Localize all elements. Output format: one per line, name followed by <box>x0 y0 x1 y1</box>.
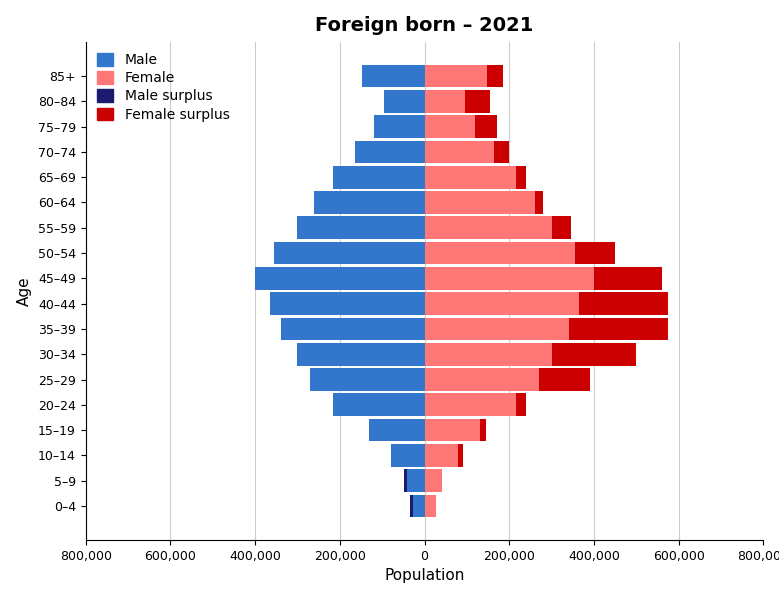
Bar <box>425 317 569 340</box>
Bar <box>425 292 579 315</box>
Bar <box>425 242 575 265</box>
Bar <box>315 191 425 214</box>
Bar <box>404 469 407 492</box>
Bar <box>274 242 425 265</box>
Bar <box>425 494 436 517</box>
Bar <box>425 65 487 88</box>
Bar <box>390 444 425 467</box>
Bar <box>579 292 668 315</box>
Bar <box>575 242 615 265</box>
Bar <box>516 166 527 188</box>
Bar <box>410 494 413 517</box>
Bar <box>425 267 594 290</box>
Bar <box>270 292 425 315</box>
Bar <box>384 90 425 113</box>
Bar <box>425 469 442 492</box>
Bar <box>374 115 425 138</box>
Bar <box>516 394 527 416</box>
Bar <box>458 444 463 467</box>
Bar <box>425 166 516 188</box>
Bar <box>534 191 543 214</box>
Bar <box>425 394 516 416</box>
Bar <box>552 217 571 239</box>
Bar <box>280 317 425 340</box>
Title: Foreign born – 2021: Foreign born – 2021 <box>315 16 534 35</box>
Bar <box>354 140 425 163</box>
Legend: Male, Female, Male surplus, Female surplus: Male, Female, Male surplus, Female surpl… <box>93 49 234 126</box>
Bar <box>475 115 496 138</box>
Bar <box>495 140 509 163</box>
Bar <box>569 317 668 340</box>
Bar <box>594 267 662 290</box>
Bar <box>425 419 480 442</box>
Bar <box>425 115 475 138</box>
Bar <box>369 419 425 442</box>
Bar <box>298 343 425 365</box>
Bar <box>333 166 425 188</box>
Bar <box>425 217 552 239</box>
Bar <box>539 368 590 391</box>
Bar <box>480 419 486 442</box>
Bar <box>487 65 503 88</box>
Bar <box>425 368 539 391</box>
Bar <box>333 394 425 416</box>
Bar <box>425 444 458 467</box>
Bar <box>362 65 425 88</box>
Bar <box>425 343 552 365</box>
Bar <box>407 469 425 492</box>
Bar <box>298 217 425 239</box>
Bar <box>310 368 425 391</box>
Y-axis label: Age: Age <box>17 276 32 306</box>
Bar <box>413 494 425 517</box>
Bar <box>425 191 534 214</box>
X-axis label: Population: Population <box>384 568 465 583</box>
Bar <box>425 140 495 163</box>
Bar <box>425 90 465 113</box>
Bar <box>465 90 490 113</box>
Bar <box>552 343 636 365</box>
Bar <box>255 267 425 290</box>
